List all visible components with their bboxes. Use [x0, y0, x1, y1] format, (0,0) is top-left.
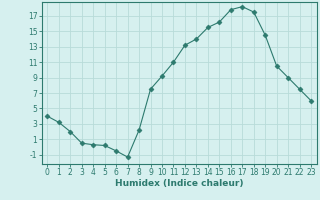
X-axis label: Humidex (Indice chaleur): Humidex (Indice chaleur) — [115, 179, 244, 188]
